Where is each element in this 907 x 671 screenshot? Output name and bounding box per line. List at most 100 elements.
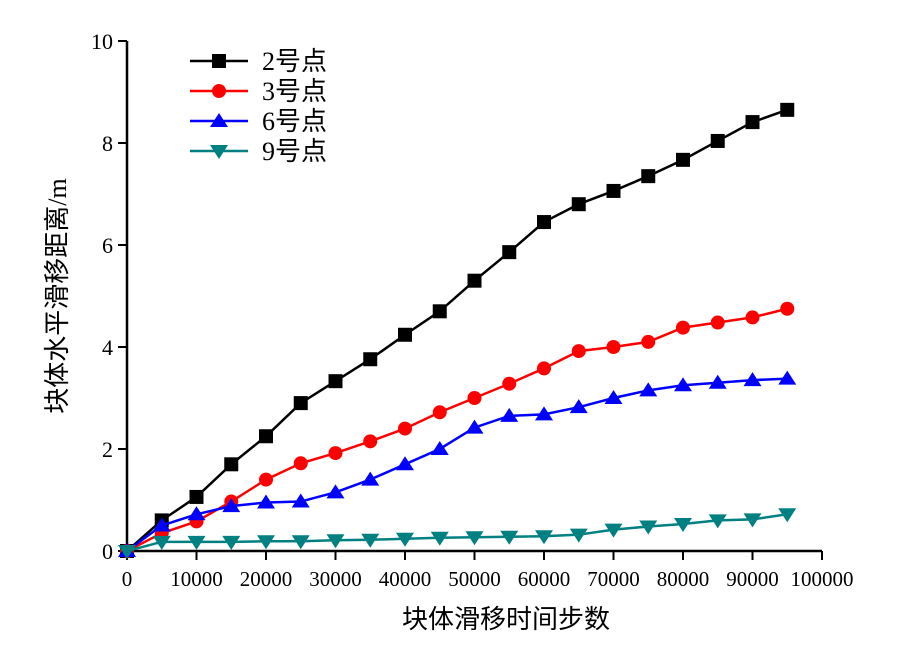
data-point <box>502 245 517 260</box>
series-3 <box>118 508 797 559</box>
x-tick-label: 90000 <box>726 567 779 591</box>
data-point <box>641 169 656 184</box>
data-point <box>293 396 308 411</box>
data-point <box>467 273 482 288</box>
data-point <box>606 183 621 198</box>
x-tick-label: 60000 <box>518 567 571 591</box>
data-point <box>432 304 447 319</box>
data-point <box>569 399 588 414</box>
data-point <box>430 441 449 455</box>
legend-item: 3号点 <box>190 77 327 106</box>
legend-label: 6号点 <box>262 107 327 136</box>
y-tick-label: 10 <box>91 29 113 54</box>
x-tick-label: 80000 <box>657 567 710 591</box>
x-tick-label: 0 <box>122 567 133 591</box>
data-point <box>606 340 621 354</box>
data-point <box>639 520 658 535</box>
data-point <box>363 352 378 367</box>
data-point <box>259 429 273 444</box>
data-point <box>257 535 275 550</box>
x-tick-label: 30000 <box>309 567 362 591</box>
y-tick-label: 4 <box>102 335 113 360</box>
data-point <box>291 493 310 508</box>
data-point <box>710 133 725 148</box>
data-point <box>465 531 484 546</box>
data-point <box>569 528 588 543</box>
data-point <box>710 315 725 330</box>
data-point <box>571 197 586 212</box>
data-point <box>118 545 136 559</box>
y-tick-label: 0 <box>102 539 113 564</box>
data-point <box>604 523 623 538</box>
data-point <box>328 374 343 389</box>
data-point <box>676 320 690 335</box>
series-line <box>126 513 788 553</box>
data-point <box>743 513 762 528</box>
data-point <box>361 471 380 486</box>
y-tick-label: 6 <box>102 233 113 258</box>
legend-item: 9号点 <box>190 137 327 166</box>
data-point <box>291 535 310 550</box>
data-point <box>537 215 551 230</box>
data-point <box>778 370 797 385</box>
data-point <box>641 334 656 349</box>
data-point <box>293 456 308 471</box>
data-point <box>467 391 482 405</box>
data-point <box>396 532 414 547</box>
data-point <box>398 327 412 342</box>
data-point <box>187 506 206 521</box>
y-tick-label: 2 <box>102 437 113 462</box>
data-point <box>259 472 273 487</box>
data-point <box>745 115 760 130</box>
legend-label: 9号点 <box>262 137 327 166</box>
x-tick-label: 10000 <box>170 567 223 591</box>
data-point <box>361 533 380 548</box>
data-point <box>224 457 239 472</box>
data-point <box>189 489 204 504</box>
data-point <box>674 517 692 532</box>
legend-item: 2号点 <box>190 47 327 76</box>
data-point <box>780 102 795 117</box>
data-point <box>604 390 623 404</box>
data-point <box>639 382 658 397</box>
data-point <box>502 376 517 391</box>
data-point <box>708 514 727 529</box>
data-point <box>500 530 519 545</box>
legend-marker <box>212 54 226 68</box>
data-point <box>326 534 345 549</box>
data-point <box>187 535 206 550</box>
data-point <box>745 310 760 325</box>
data-point <box>708 374 727 389</box>
data-point <box>328 446 343 461</box>
legend-marker <box>212 84 226 98</box>
data-point <box>674 377 692 392</box>
data-point <box>537 361 551 376</box>
data-point <box>430 531 449 546</box>
data-point <box>398 421 412 436</box>
series-group <box>118 102 797 559</box>
data-point <box>326 484 345 499</box>
x-tick-label: 50000 <box>448 567 501 591</box>
data-point <box>535 530 553 545</box>
data-point <box>432 405 447 420</box>
series-line <box>126 307 788 553</box>
legend-label: 2号点 <box>262 47 327 76</box>
data-point <box>780 301 795 316</box>
data-point <box>571 344 586 359</box>
data-point <box>152 535 171 550</box>
legend-marker <box>210 145 228 159</box>
data-point <box>222 498 241 513</box>
x-axis-label: 块体滑移时间步数 <box>402 605 610 634</box>
series-1 <box>120 301 795 558</box>
data-point <box>500 407 519 422</box>
data-point <box>152 517 171 532</box>
legend-item: 6号点 <box>190 107 327 136</box>
data-point <box>778 508 797 523</box>
x-tick-label: 20000 <box>240 567 293 591</box>
series-0 <box>120 102 795 558</box>
axes: 0 10000 20000 30000 40000 50000 60000 70000 8000… <box>91 29 854 591</box>
data-point <box>222 535 241 550</box>
x-tick-label: 100000 <box>791 567 854 591</box>
